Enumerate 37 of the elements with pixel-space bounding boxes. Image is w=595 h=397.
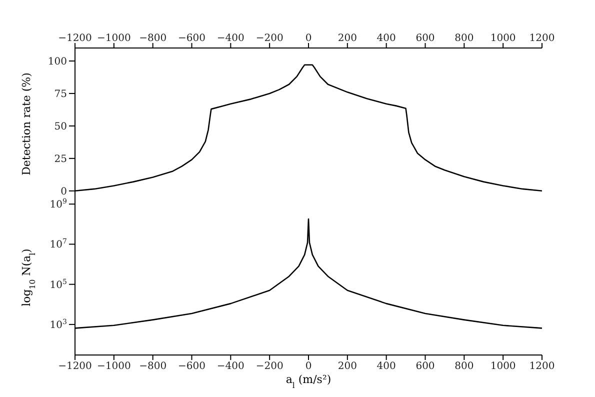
x2-tick-label: 800 bbox=[454, 33, 474, 44]
y-tick-label: 10$^{9}$ bbox=[50, 198, 67, 211]
x2-tick-label: 200 bbox=[338, 33, 357, 44]
y-tick-label: 25 bbox=[54, 154, 67, 165]
x2-tick-label: 0 bbox=[305, 33, 312, 44]
x-tick-label: −600 bbox=[178, 361, 206, 372]
x-tick-label: −800 bbox=[139, 361, 167, 372]
x2-tick-label: −600 bbox=[178, 33, 206, 44]
x2-tick-label: −200 bbox=[256, 33, 284, 44]
y-tick-label: 10$^{7}$ bbox=[50, 238, 67, 251]
x-axis-title: a$_{l}$ (m/s²) bbox=[286, 373, 332, 390]
x2-tick-label: 400 bbox=[376, 33, 396, 44]
y-axis-title: Detection rate (%) bbox=[20, 72, 33, 176]
x-tick-label: 200 bbox=[338, 361, 357, 372]
y-tick-label: 10$^{5}$ bbox=[50, 278, 67, 291]
y-tick-label: 75 bbox=[54, 88, 67, 100]
y-tick-label: 100 bbox=[48, 56, 67, 68]
x2-tick-label: 1200 bbox=[529, 33, 555, 44]
x2-tick-label: 600 bbox=[416, 33, 435, 44]
x-tick-label: 600 bbox=[416, 361, 435, 372]
x-tick-label: 1200 bbox=[529, 361, 555, 372]
x2-tick-label: 1000 bbox=[490, 33, 516, 44]
x-tick-label: −1000 bbox=[97, 361, 131, 372]
x-tick-label: 0 bbox=[305, 361, 312, 372]
x2-tick-label: −1200 bbox=[58, 33, 92, 44]
x-tick-label: −400 bbox=[216, 361, 244, 372]
x-tick-label: 800 bbox=[454, 361, 474, 372]
x2-tick-label: −400 bbox=[216, 33, 244, 44]
x2-tick-label: −800 bbox=[139, 33, 167, 44]
y-tick-label: 50 bbox=[54, 121, 67, 132]
x-tick-label: −1200 bbox=[58, 361, 92, 372]
x-tick-label: −200 bbox=[256, 361, 284, 372]
x-tick-label: 1000 bbox=[490, 361, 516, 372]
x2-tick-label: −1000 bbox=[97, 33, 131, 44]
y-tick-label: 0 bbox=[60, 186, 67, 198]
x-tick-label: 400 bbox=[376, 361, 396, 372]
y-tick-label: 10$^{3}$ bbox=[50, 318, 67, 331]
